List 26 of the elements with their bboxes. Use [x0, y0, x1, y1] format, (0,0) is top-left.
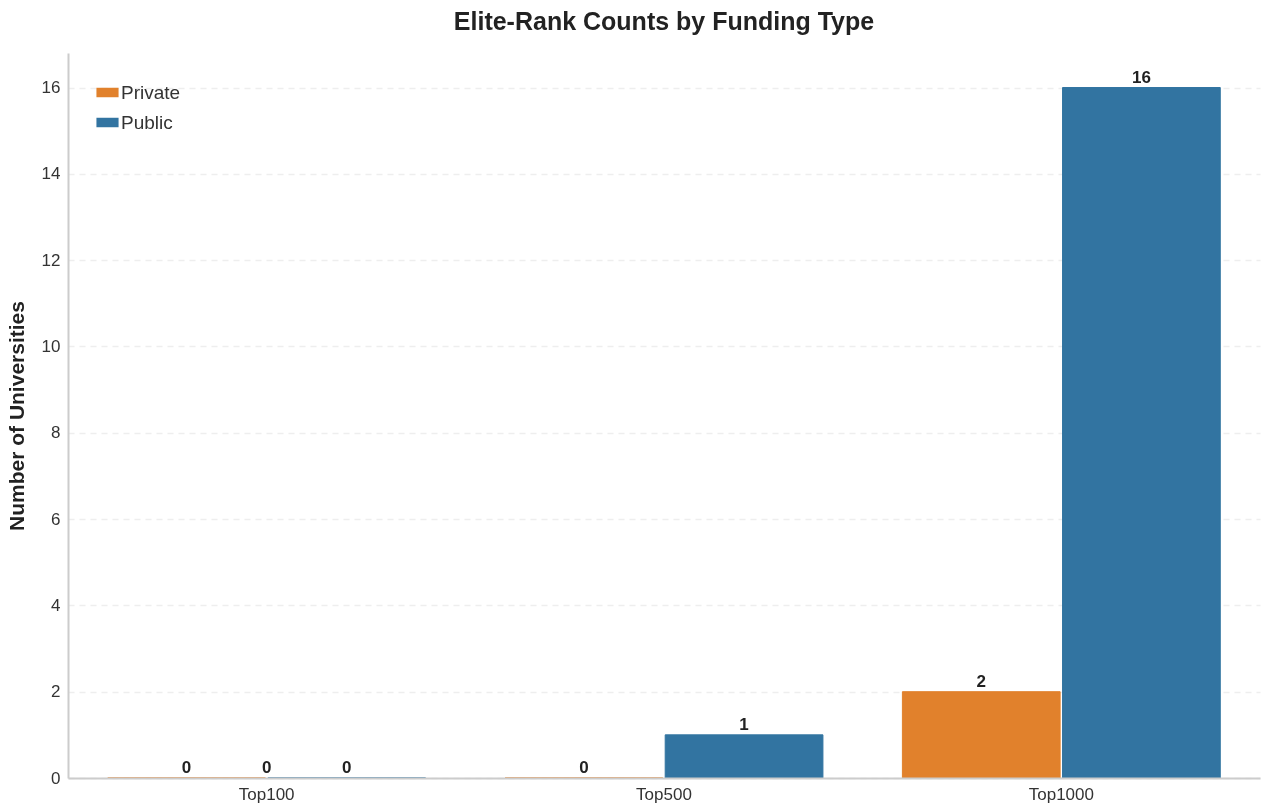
y-tick-label: 4	[51, 595, 61, 615]
y-tick-label: 0	[51, 768, 61, 788]
legend-label: Private	[121, 81, 181, 103]
chart-title: Elite-Rank Counts by Funding Type	[453, 7, 875, 35]
y-tick-label: 6	[51, 509, 61, 529]
x-tick-label: Top100	[238, 784, 295, 804]
data-label: 0	[579, 758, 589, 777]
bar	[901, 691, 1061, 779]
legend-label: Public	[121, 111, 173, 133]
y-axis-title: Number of Universities	[4, 301, 28, 531]
y-tick-label: 2	[51, 682, 61, 702]
data-label: 16	[1131, 67, 1151, 87]
annotation: 0	[181, 758, 192, 777]
y-tick-label: 14	[41, 164, 61, 184]
data-label: 1	[739, 714, 749, 734]
y-tick-label: 12	[41, 250, 61, 270]
data-label: 0	[342, 758, 352, 777]
data-label: 2	[976, 671, 986, 691]
y-tick-label: 8	[51, 423, 61, 443]
x-tick-label: Top500	[636, 784, 692, 804]
y-tick-label: 16	[41, 78, 61, 98]
y-tick-label: 10	[41, 336, 61, 356]
bar	[664, 734, 824, 779]
x-tick-label: Top1000	[1028, 784, 1094, 804]
data-label: 0	[261, 758, 272, 777]
bar	[1062, 87, 1221, 779]
